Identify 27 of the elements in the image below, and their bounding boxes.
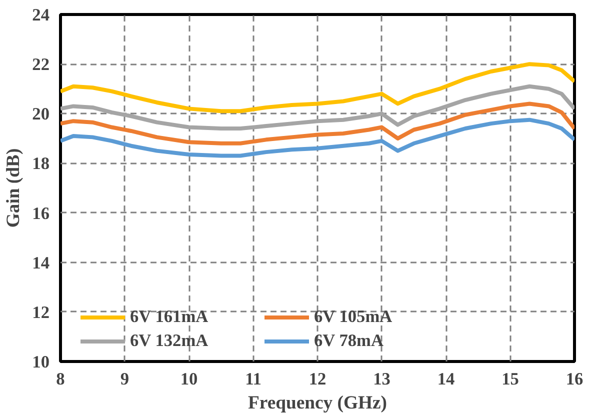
x-tick-label: 14 xyxy=(437,370,455,388)
y-axis-title: Gain (dB) xyxy=(3,148,24,228)
line-series xyxy=(60,118,574,158)
y-tick-label: 22 xyxy=(32,55,50,74)
legend-label: 6V 78mA xyxy=(314,331,384,351)
y-tick-label: 14 xyxy=(32,253,50,272)
x-tick-label: 9 xyxy=(120,370,130,388)
legend-label: 6V 161mA xyxy=(130,307,210,327)
x-tick-label: 12 xyxy=(308,370,326,388)
legend-label: 6V 105mA xyxy=(314,307,394,327)
line-series xyxy=(60,62,574,114)
x-tick-label: 15 xyxy=(502,370,520,388)
line-series xyxy=(60,102,574,146)
line-series xyxy=(60,84,574,131)
y-tick-label: 18 xyxy=(32,154,50,174)
legend-label: 6V 132mA xyxy=(130,331,210,351)
x-axis-title: Frequency (GHz) xyxy=(248,392,388,414)
y-tick-label: 10 xyxy=(32,352,50,372)
y-tick-label: 12 xyxy=(32,302,50,322)
y-tick-label: 16 xyxy=(32,204,50,223)
x-tick-label: 16 xyxy=(566,370,584,388)
y-tick-label: 24 xyxy=(32,6,50,24)
x-tick-label: 11 xyxy=(245,370,262,388)
x-tick-label: 8 xyxy=(56,370,66,388)
x-tick-label: 13 xyxy=(373,370,391,388)
y-tick-label: 20 xyxy=(32,104,50,124)
x-tick-label: 10 xyxy=(180,370,198,388)
